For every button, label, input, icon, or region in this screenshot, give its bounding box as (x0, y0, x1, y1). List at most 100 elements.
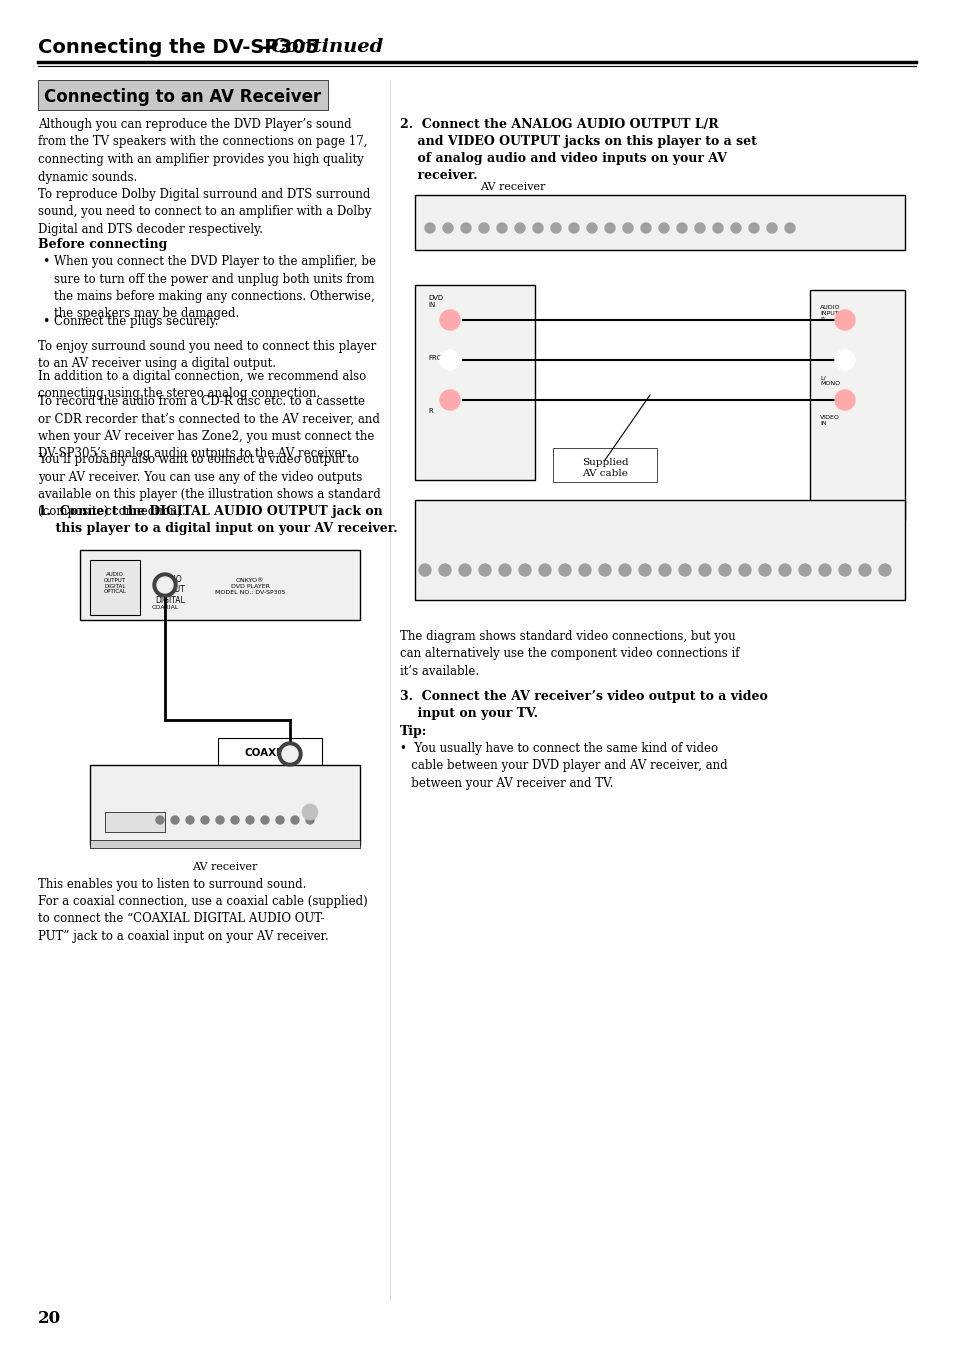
Circle shape (766, 222, 776, 233)
Circle shape (878, 563, 890, 576)
Circle shape (515, 222, 524, 233)
Text: AUDIO
OUTPUT
DIGITAL: AUDIO OUTPUT DIGITAL (154, 576, 185, 605)
Circle shape (306, 816, 314, 824)
Circle shape (834, 310, 854, 330)
Text: —: — (257, 38, 277, 57)
Circle shape (719, 563, 730, 576)
Circle shape (730, 222, 740, 233)
Circle shape (799, 563, 810, 576)
Circle shape (598, 563, 610, 576)
Bar (809, 290, 904, 520)
Circle shape (156, 816, 164, 824)
Circle shape (784, 222, 794, 233)
Circle shape (677, 222, 686, 233)
FancyBboxPatch shape (218, 737, 322, 770)
Circle shape (578, 563, 590, 576)
Circle shape (858, 563, 870, 576)
Text: AV receiver: AV receiver (193, 861, 257, 872)
Text: Before connecting: Before connecting (38, 239, 167, 251)
Circle shape (282, 745, 297, 762)
Circle shape (439, 390, 459, 410)
Text: VIDEO
IN: VIDEO IN (820, 415, 839, 426)
Text: In addition to a digital connection, we recommend also
connecting using the ster: In addition to a digital connection, we … (38, 369, 366, 400)
Circle shape (838, 563, 850, 576)
Text: Continued: Continued (271, 38, 384, 57)
Text: AV receiver: AV receiver (479, 182, 545, 191)
Text: Supplied
AV cable: Supplied AV cable (581, 458, 628, 479)
Circle shape (152, 573, 177, 597)
Text: 3.  Connect the AV receiver’s video output to a video
    input on your TV.: 3. Connect the AV receiver’s video outpu… (399, 690, 767, 720)
Circle shape (818, 563, 830, 576)
Text: •: • (42, 315, 50, 328)
Text: AUDIO
INPUT
R: AUDIO INPUT R (820, 305, 840, 322)
Text: When you connect the DVD Player to the amplifier, be
sure to turn off the power : When you connect the DVD Player to the a… (54, 255, 375, 321)
Text: You’ll probably also want to connect a video output to
your AV receiver. You can: You’ll probably also want to connect a v… (38, 453, 380, 519)
Circle shape (478, 563, 491, 576)
Circle shape (834, 350, 854, 369)
Circle shape (518, 563, 531, 576)
Circle shape (639, 563, 650, 576)
Text: Connecting the DV-SP305: Connecting the DV-SP305 (38, 38, 318, 57)
Circle shape (695, 222, 704, 233)
Bar (105, 811, 165, 832)
Circle shape (438, 563, 451, 576)
Text: Connecting to an AV Receiver: Connecting to an AV Receiver (45, 88, 321, 106)
Circle shape (478, 222, 489, 233)
Text: DVD
IN: DVD IN (428, 295, 442, 307)
Circle shape (261, 816, 269, 824)
Text: ONKYO®
DVD PLAYER
MODEL NO.: DV-SP305: ONKYO® DVD PLAYER MODEL NO.: DV-SP305 (214, 578, 285, 594)
Text: FRONT: FRONT (428, 355, 451, 361)
Circle shape (424, 222, 435, 233)
Circle shape (568, 222, 578, 233)
Text: AUDIO
OUTPUT
DIGITAL
OPTICAL: AUDIO OUTPUT DIGITAL OPTICAL (104, 572, 127, 594)
Circle shape (157, 577, 172, 593)
Circle shape (458, 563, 471, 576)
Circle shape (275, 816, 284, 824)
Circle shape (739, 563, 750, 576)
Circle shape (231, 816, 239, 824)
Circle shape (558, 563, 571, 576)
Circle shape (834, 390, 854, 410)
Text: R: R (428, 408, 433, 414)
Bar (415, 500, 904, 600)
Circle shape (215, 816, 224, 824)
FancyBboxPatch shape (553, 448, 657, 483)
Circle shape (533, 222, 542, 233)
Bar (415, 195, 904, 249)
Text: 2.  Connect the ANALOG AUDIO OUTPUT L/R
    and VIDEO OUTPUT jacks on this playe: 2. Connect the ANALOG AUDIO OUTPUT L/R a… (399, 119, 756, 182)
Text: Tip:: Tip: (399, 725, 427, 737)
Circle shape (659, 563, 670, 576)
Circle shape (551, 222, 560, 233)
Circle shape (439, 350, 459, 369)
Bar (90, 766, 359, 845)
Circle shape (538, 563, 551, 576)
Text: This enables you to listen to surround sound.: This enables you to listen to surround s… (38, 878, 306, 891)
Circle shape (442, 222, 453, 233)
Circle shape (497, 222, 506, 233)
Circle shape (439, 310, 459, 330)
Text: L/
MONO: L/ MONO (820, 375, 840, 386)
Text: Although you can reproduce the DVD Player’s sound
from the TV speakers with the : Although you can reproduce the DVD Playe… (38, 119, 371, 236)
Circle shape (586, 222, 597, 233)
Text: •: • (42, 255, 50, 268)
Circle shape (712, 222, 722, 233)
Circle shape (699, 563, 710, 576)
Circle shape (498, 563, 511, 576)
Text: 1.  Connect the DIGITAL AUDIO OUTPUT jack on
    this player to a digital input : 1. Connect the DIGITAL AUDIO OUTPUT jack… (38, 506, 397, 535)
Text: COAXIAL: COAXIAL (244, 748, 295, 758)
Circle shape (618, 563, 630, 576)
Text: The diagram shows standard video connections, but you
can alternatively use the : The diagram shows standard video connect… (399, 630, 739, 678)
Circle shape (302, 803, 317, 820)
Circle shape (640, 222, 650, 233)
Text: To record the audio from a CD-R disc etc. to a cassette
or CDR recorder that’s c: To record the audio from a CD-R disc etc… (38, 395, 379, 461)
Bar (415, 284, 535, 480)
Text: Connect the plugs securely.: Connect the plugs securely. (54, 315, 218, 328)
Text: •  You usually have to connect the same kind of video
   cable between your DVD : • You usually have to connect the same k… (399, 741, 727, 790)
Circle shape (460, 222, 471, 233)
Text: To enjoy surround sound you need to connect this player
to an AV receiver using : To enjoy surround sound you need to conn… (38, 340, 375, 371)
Circle shape (779, 563, 790, 576)
Text: COAXIAL: COAXIAL (152, 605, 178, 611)
Circle shape (622, 222, 633, 233)
Bar (90, 559, 140, 615)
Circle shape (748, 222, 759, 233)
